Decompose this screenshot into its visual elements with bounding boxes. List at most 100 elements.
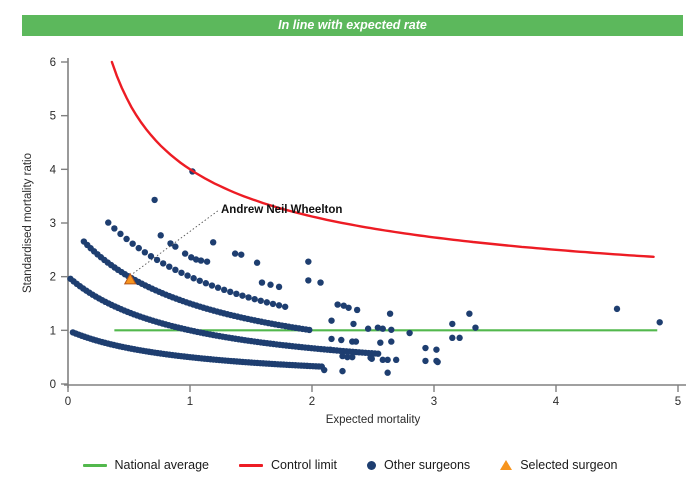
surgeon-point[interactable] <box>374 350 382 357</box>
surgeon-point[interactable] <box>305 258 312 265</box>
national-average-line-icon <box>82 463 107 467</box>
surgeon-point[interactable] <box>321 366 328 374</box>
surgeon-point[interactable] <box>141 249 149 256</box>
surgeon-point[interactable] <box>339 352 346 360</box>
surgeon-point[interactable] <box>129 240 136 247</box>
surgeon-point[interactable] <box>275 302 283 309</box>
surgeon-point[interactable] <box>209 239 217 246</box>
surgeon-point[interactable] <box>202 280 210 287</box>
surgeon-point[interactable] <box>151 196 158 204</box>
surgeon-point[interactable] <box>406 329 413 337</box>
surgeon-point[interactable] <box>123 235 130 243</box>
surgeon-point[interactable] <box>352 338 360 345</box>
surgeon-point[interactable] <box>157 232 164 239</box>
surgeon-point[interactable] <box>327 346 334 353</box>
surgeon-point[interactable] <box>257 297 264 304</box>
surgeon-point[interactable] <box>253 259 261 266</box>
surgeon-point[interactable] <box>214 284 222 291</box>
surgeon-point[interactable] <box>472 324 479 331</box>
surgeon-point[interactable] <box>263 299 271 306</box>
surgeon-point[interactable] <box>306 326 313 334</box>
surgeon-point[interactable] <box>233 290 240 298</box>
surgeon-point[interactable] <box>178 269 185 276</box>
surgeon-point[interactable] <box>466 310 473 317</box>
surgeon-point[interactable] <box>231 250 239 257</box>
surgeon-point[interactable] <box>172 266 179 274</box>
y-tick-label: 2 <box>50 272 56 284</box>
surgeon-point[interactable] <box>105 219 112 226</box>
surgeon-point[interactable] <box>245 294 252 301</box>
surgeon-point[interactable] <box>181 250 189 257</box>
surgeon-point[interactable] <box>153 256 161 264</box>
surgeon-point[interactable] <box>220 286 228 294</box>
y-axis-label: Standardised mortality ratio <box>22 153 34 293</box>
surgeon-point[interactable] <box>350 320 357 328</box>
surgeon-point[interactable] <box>386 310 394 317</box>
surgeon-point[interactable] <box>434 358 441 366</box>
surgeon-point[interactable] <box>433 346 440 353</box>
surgeon-point[interactable] <box>227 288 234 296</box>
surgeon-point[interactable] <box>384 369 391 376</box>
other-surgeons-bands[interactable] <box>67 219 382 370</box>
surgeon-point[interactable] <box>338 336 345 344</box>
surgeon-point[interactable] <box>190 275 197 282</box>
surgeon-point[interactable] <box>368 355 375 362</box>
surgeon-point[interactable] <box>188 254 195 261</box>
y-tick-label: 4 <box>50 164 57 176</box>
surgeon-point[interactable] <box>111 225 118 232</box>
surgeon-point[interactable] <box>166 263 173 270</box>
surgeon-point[interactable] <box>449 320 456 328</box>
surgeon-point[interactable] <box>384 356 391 364</box>
surgeon-point[interactable] <box>388 338 395 345</box>
surgeon-point[interactable] <box>334 301 341 308</box>
surgeon-point[interactable] <box>184 272 191 279</box>
surgeon-point[interactable] <box>422 357 429 365</box>
surgeon-point[interactable] <box>392 356 400 364</box>
surgeon-point[interactable] <box>269 300 277 308</box>
surgeon-point[interactable] <box>258 279 266 286</box>
surgeon-point[interactable] <box>317 279 324 286</box>
surgeon-point[interactable] <box>422 344 429 352</box>
surgeon-point[interactable] <box>388 326 395 333</box>
surgeon-point[interactable] <box>135 244 142 252</box>
surgeon-point[interactable] <box>172 243 179 250</box>
surgeon-point[interactable] <box>251 295 258 303</box>
surgeon-point[interactable] <box>275 283 283 291</box>
surgeon-point[interactable] <box>349 353 356 361</box>
surgeon-point[interactable] <box>379 325 386 332</box>
surgeon-point[interactable] <box>192 256 200 263</box>
axes: 0 1 2 3 4 5 6 0 1 2 3 4 5 Expected mortality Standardi… <box>22 57 686 426</box>
surgeon-point[interactable] <box>281 303 289 310</box>
surgeon-point[interactable] <box>305 277 312 284</box>
other-surgeons-points[interactable] <box>151 168 663 376</box>
surgeon-point[interactable] <box>239 292 246 299</box>
surgeon-point[interactable] <box>449 334 456 342</box>
surgeon-point[interactable] <box>159 260 167 267</box>
surgeon-point[interactable] <box>344 353 351 361</box>
surgeon-point[interactable] <box>147 253 155 260</box>
surgeon-point[interactable] <box>345 304 352 311</box>
surgeon-point[interactable] <box>208 282 216 289</box>
surgeon-point[interactable] <box>456 334 463 342</box>
surgeon-point[interactable] <box>196 277 203 284</box>
surgeon-point[interactable] <box>328 317 335 324</box>
surgeon-point[interactable] <box>328 335 335 343</box>
surgeon-point[interactable] <box>656 319 663 326</box>
selected-surgeon-marker[interactable] <box>123 272 137 285</box>
surgeon-point[interactable] <box>267 281 274 288</box>
surgeon-point[interactable] <box>613 305 621 313</box>
surgeon-point[interactable] <box>379 356 386 364</box>
surgeon-point[interactable] <box>339 367 346 375</box>
surgeon-point[interactable] <box>340 302 347 309</box>
surgeon-point[interactable] <box>117 230 124 238</box>
surgeon-point[interactable] <box>238 251 245 258</box>
surgeon-point[interactable] <box>353 306 361 314</box>
y-tick-label: 5 <box>50 111 56 123</box>
y-tick-label: 0 <box>50 379 56 391</box>
surgeon-point[interactable] <box>364 325 372 332</box>
surgeon-point[interactable] <box>374 324 382 331</box>
surgeon-point[interactable] <box>197 257 205 264</box>
surgeon-point[interactable] <box>377 339 384 346</box>
surgeon-point[interactable] <box>203 258 211 265</box>
